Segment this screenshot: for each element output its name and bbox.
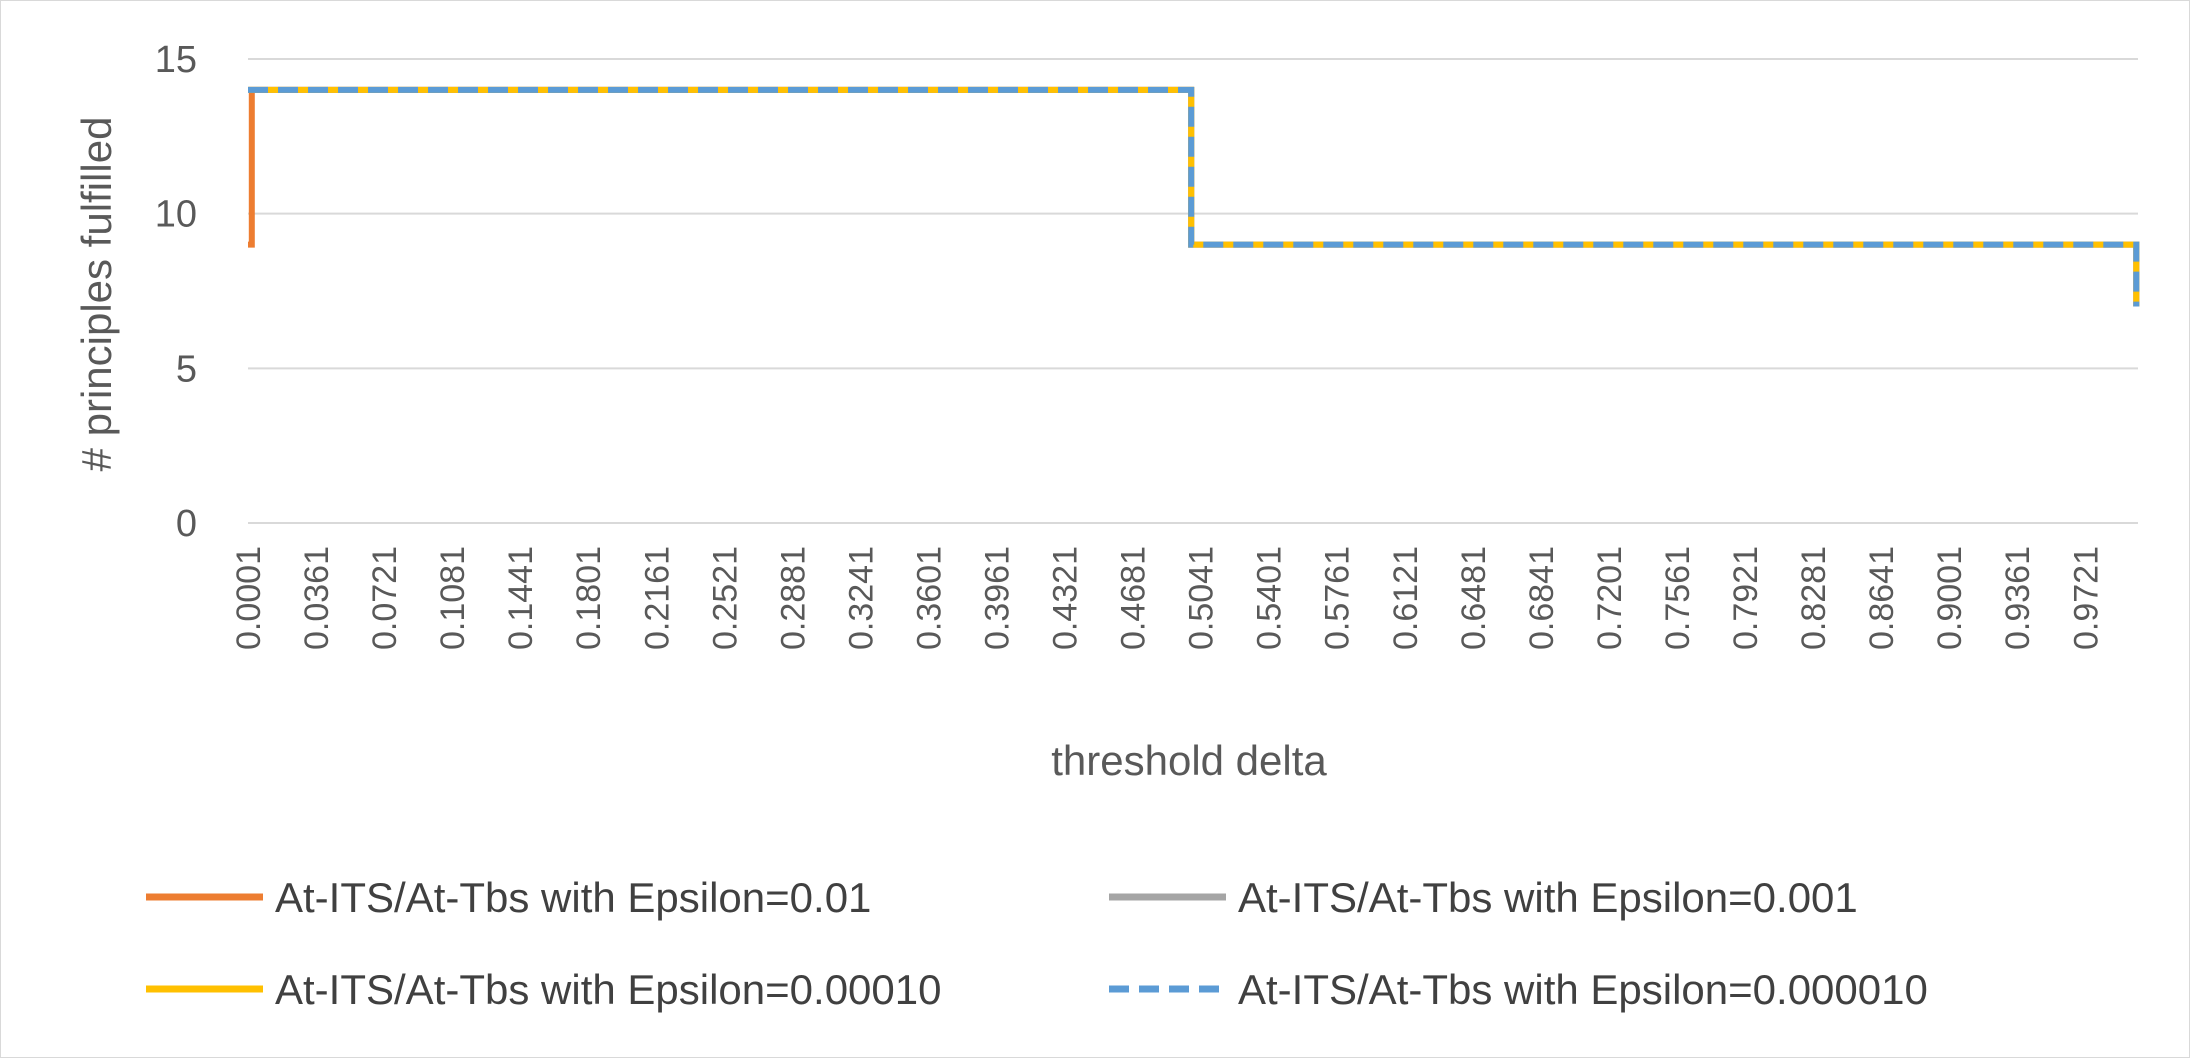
- y-axis-ticks: 0 5 10 15: [155, 39, 197, 545]
- x-tick-label: 0.1801: [570, 546, 608, 650]
- x-tick-label: 0.3961: [979, 546, 1017, 650]
- y-tick-label: 15: [155, 39, 197, 81]
- x-tick-label: 0.3241: [842, 546, 880, 650]
- x-tick-label: 0.7561: [1659, 546, 1697, 650]
- x-tick-label: 0.5761: [1319, 546, 1357, 650]
- y-axis-title: # principles fulfilled: [73, 117, 120, 472]
- legend-label-4: At-ITS/At-Tbs with Epsilon=0.000010: [1238, 966, 1928, 1013]
- x-tick-label: 0.0361: [298, 546, 336, 650]
- x-tick-label: 0.2521: [706, 546, 744, 650]
- y-tick-label: 0: [176, 503, 197, 545]
- x-tick-label: 0.9361: [1999, 546, 2037, 650]
- x-tick-label: 0.6481: [1455, 546, 1493, 650]
- x-tick-label: 0.4681: [1115, 546, 1153, 650]
- series-line-4: [248, 86, 2140, 307]
- x-tick-label: 0.5401: [1251, 546, 1289, 650]
- y-tick-label: 10: [155, 194, 197, 236]
- x-tick-label: 0.9001: [1931, 546, 1969, 650]
- x-tick-label: 0.7921: [1727, 546, 1765, 650]
- series-lines: [248, 86, 2140, 307]
- legend: At-ITS/At-Tbs with Epsilon=0.01 At-ITS/At…: [146, 874, 1928, 1013]
- x-tick-label: 0.2161: [638, 546, 676, 650]
- x-tick-label: 0.1441: [502, 546, 540, 650]
- y-tick-label: 5: [176, 348, 197, 390]
- x-tick-label: 0.0721: [366, 546, 404, 650]
- x-tick-label: 0.8281: [1795, 546, 1833, 650]
- x-tick-label: 0.1081: [434, 546, 472, 650]
- x-tick-label: 0.0001: [230, 546, 268, 650]
- x-tick-label: 0.4321: [1047, 546, 1085, 650]
- x-tick-label: 0.2881: [774, 546, 812, 650]
- x-axis-ticks: 0.0001 0.0361 0.0721 0.1081 0.1441 0.1801 0.21…: [230, 546, 2105, 650]
- x-tick-label: 0.8641: [1863, 546, 1901, 650]
- x-tick-label: 0.7201: [1591, 546, 1629, 650]
- x-tick-label: 0.6121: [1387, 546, 1425, 650]
- x-axis-title: threshold delta: [1051, 737, 1327, 784]
- legend-label-1: At-ITS/At-Tbs with Epsilon=0.01: [275, 874, 871, 921]
- legend-label-3: At-ITS/At-Tbs with Epsilon=0.00010: [275, 966, 941, 1013]
- x-tick-label: 0.5041: [1183, 546, 1221, 650]
- x-tick-label: 0.3601: [910, 546, 948, 650]
- x-tick-label: 0.9721: [2067, 546, 2105, 650]
- legend-label-2: At-ITS/At-Tbs with Epsilon=0.001: [1238, 874, 1858, 921]
- x-tick-label: 0.6841: [1523, 546, 1561, 650]
